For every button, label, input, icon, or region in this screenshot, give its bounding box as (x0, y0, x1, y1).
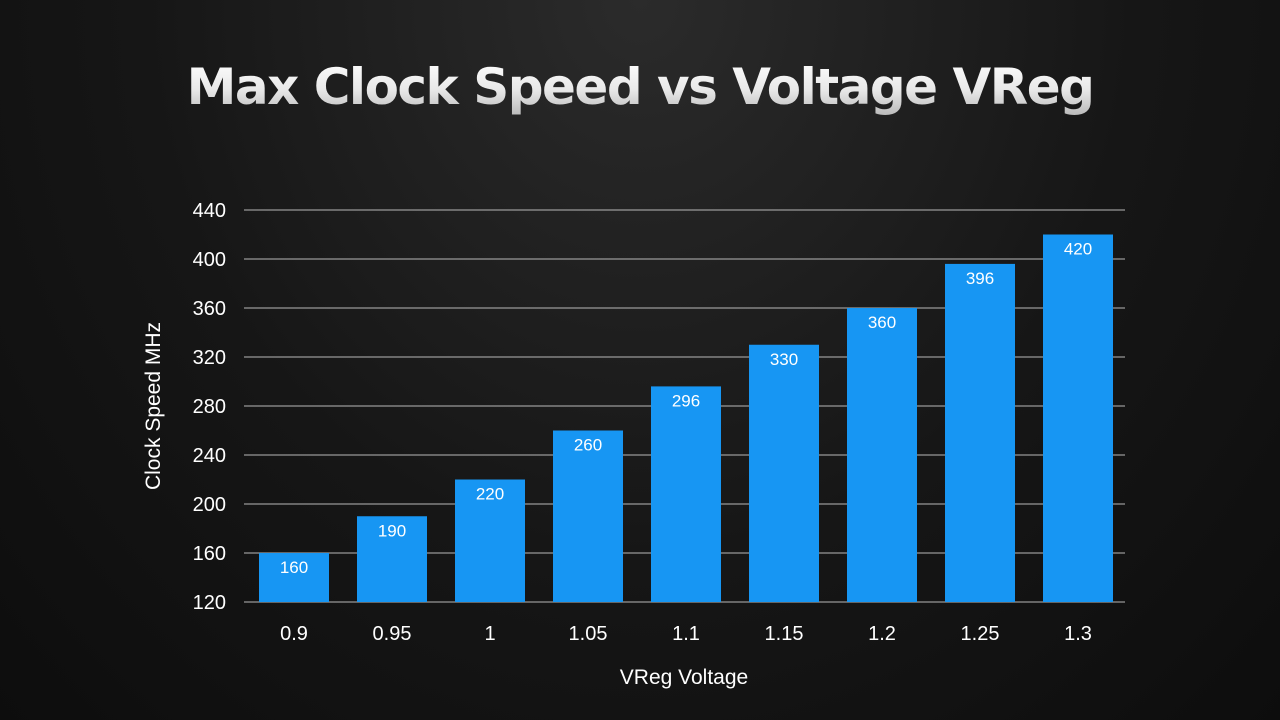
bar-value-label: 160 (280, 558, 308, 577)
x-tick-label: 1.25 (961, 623, 1000, 645)
y-tick-label: 280 (193, 396, 226, 418)
bar (847, 308, 917, 602)
x-tick-label: 1.05 (569, 623, 608, 645)
bar-value-label: 190 (378, 521, 406, 540)
bar (651, 386, 721, 602)
x-tick-label: 1.2 (868, 623, 896, 645)
y-tick-label: 160 (193, 543, 226, 565)
y-tick-label: 320 (193, 347, 226, 369)
x-axis-title: VReg Voltage (620, 666, 748, 689)
x-tick-label: 0.95 (373, 623, 412, 645)
y-axis-ticks: 120 160 200 240 280 320 360 400 440 (193, 200, 226, 614)
bar-value-label: 260 (574, 436, 602, 455)
bar-value-label: 360 (868, 313, 896, 332)
y-tick-label: 200 (193, 494, 226, 516)
bar (749, 344, 819, 602)
y-tick-label: 400 (193, 249, 226, 271)
y-tick-label: 360 (193, 298, 226, 320)
y-tick-label: 440 (193, 200, 226, 222)
bar (455, 479, 525, 602)
x-tick-label: 1.3 (1064, 623, 1092, 645)
chart-title: Max Clock Speed vs Voltage VReg (0, 58, 1280, 116)
bars (259, 234, 1113, 602)
bar (553, 430, 623, 602)
bar-value-label: 296 (672, 391, 700, 410)
x-tick-label: 1.1 (672, 623, 700, 645)
bar (1043, 234, 1113, 602)
bar-value-label: 420 (1064, 240, 1092, 259)
x-tick-label: 1 (484, 623, 495, 645)
x-tick-label: 1.15 (765, 623, 804, 645)
y-axis-title: Clock Speed MHz (142, 322, 165, 490)
y-tick-label: 120 (193, 592, 226, 614)
bar (357, 516, 427, 602)
bar-value-label: 330 (770, 350, 798, 369)
bar (945, 263, 1015, 602)
bar-value-label: 396 (966, 269, 994, 288)
bar-value-labels: 160 190 220 260 296 330 360 396 420 (280, 240, 1092, 578)
x-tick-label: 0.9 (280, 623, 308, 645)
y-tick-label: 240 (193, 445, 226, 467)
x-axis-ticks: 0.9 0.95 1 1.05 1.1 1.15 1.2 1.25 1.3 (280, 623, 1092, 645)
bar-value-label: 220 (476, 485, 504, 504)
bar (259, 553, 329, 602)
